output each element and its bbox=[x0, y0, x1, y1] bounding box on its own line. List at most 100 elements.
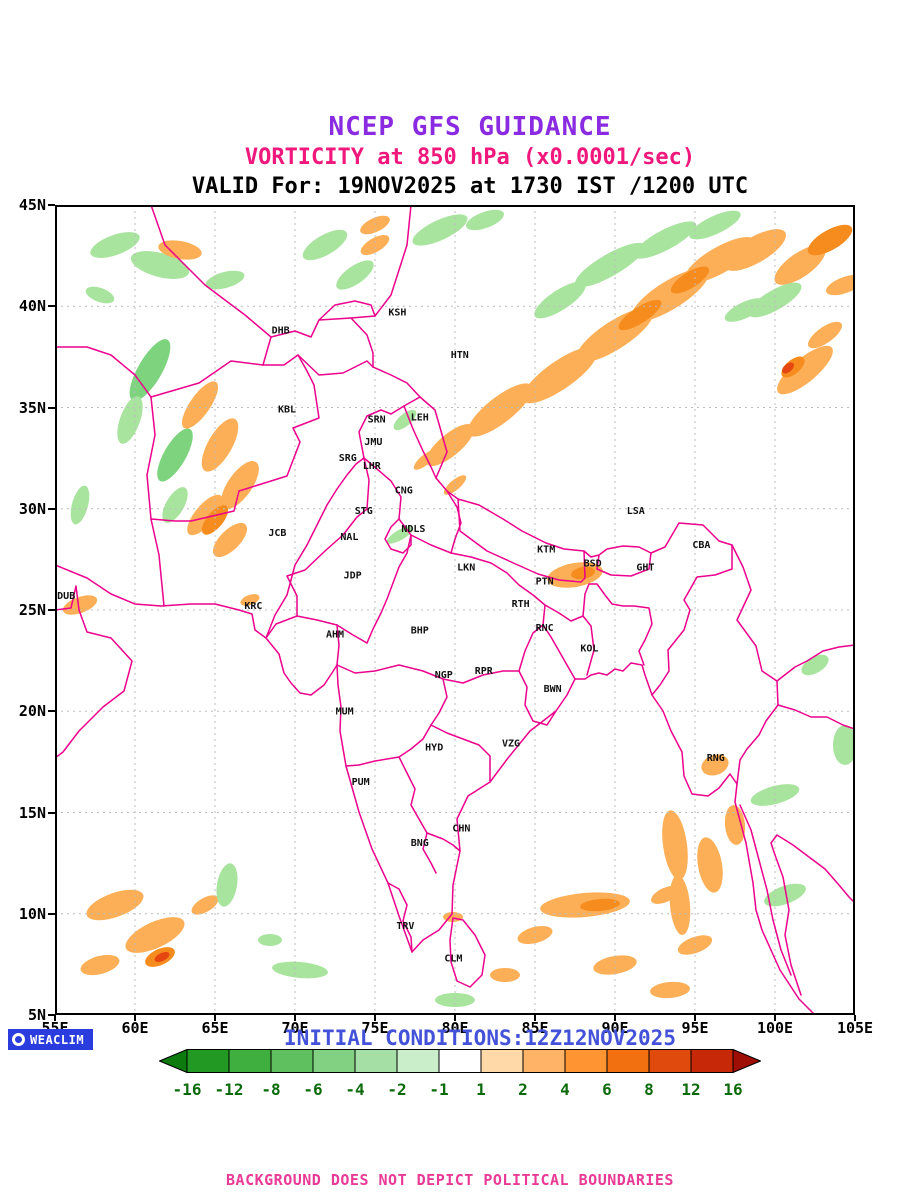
station-label: AHM bbox=[326, 629, 344, 640]
y-tick-label: 25N bbox=[18, 601, 46, 619]
boundary-path bbox=[776, 644, 855, 682]
x-tick-mark bbox=[214, 1015, 216, 1021]
station-label: CHN bbox=[452, 824, 470, 835]
boundary-path bbox=[336, 624, 340, 666]
vorticity-region bbox=[467, 383, 533, 437]
station-label: HTN bbox=[451, 350, 469, 361]
colorbar-segment bbox=[564, 1049, 608, 1073]
vorticity-region bbox=[534, 281, 586, 319]
station-label: PUM bbox=[352, 777, 370, 788]
x-tick-mark bbox=[534, 1015, 536, 1021]
station-label: NAL bbox=[340, 532, 358, 543]
station-label: RNC bbox=[536, 623, 554, 634]
vorticity-region bbox=[272, 961, 328, 979]
station-label: CBA bbox=[692, 540, 710, 551]
y-tick-mark bbox=[48, 710, 55, 713]
vorticity-region bbox=[782, 362, 794, 374]
vorticity-region bbox=[670, 266, 710, 294]
boundary-path bbox=[384, 518, 412, 554]
station-label: LHR bbox=[363, 461, 382, 472]
colorbar-tick-label: -12 bbox=[215, 1080, 244, 1099]
station-label: LEH bbox=[411, 413, 429, 424]
colorbar-segment bbox=[270, 1049, 314, 1073]
vorticity-region bbox=[86, 889, 144, 921]
boundary-path bbox=[403, 405, 437, 479]
colorbar-tick-label: 4 bbox=[560, 1080, 570, 1099]
y-tick-mark bbox=[48, 1014, 55, 1016]
x-tick-mark bbox=[454, 1015, 456, 1021]
station-label: STG bbox=[355, 506, 373, 517]
colorbar-tick-label: 1 bbox=[476, 1080, 486, 1099]
colorbar-segment bbox=[312, 1049, 356, 1073]
boundary-path bbox=[265, 457, 370, 639]
vorticity-region bbox=[801, 654, 829, 676]
y-tick-mark bbox=[48, 204, 55, 206]
colorbar-segment bbox=[648, 1049, 692, 1073]
vorticity-shading-layer bbox=[62, 209, 855, 1007]
x-tick-label: 80E bbox=[441, 1019, 469, 1037]
boundary-path bbox=[387, 882, 413, 953]
page-subtitle: VORTICITY at 850 hPa (x0.0001/sec) bbox=[244, 145, 696, 170]
boundary-path bbox=[446, 490, 462, 554]
y-tick-mark bbox=[48, 507, 55, 510]
station-label: CLM bbox=[444, 953, 462, 964]
vorticity-region bbox=[435, 993, 475, 1007]
y-tick-mark bbox=[48, 406, 55, 409]
station-label: LKN bbox=[457, 562, 475, 573]
colorbar-tick-label: -16 bbox=[173, 1080, 202, 1099]
x-tick-label: 90E bbox=[601, 1019, 629, 1037]
x-tick-label: 75E bbox=[361, 1019, 389, 1037]
vorticity-region bbox=[80, 954, 120, 976]
boundary-path bbox=[55, 346, 374, 398]
boundary-path bbox=[419, 396, 459, 500]
colorbar-tick-label: 8 bbox=[644, 1080, 654, 1099]
station-label: MUM bbox=[336, 706, 354, 717]
station-label: DHB bbox=[272, 326, 290, 337]
boundary-path bbox=[582, 583, 653, 676]
vorticity-region bbox=[157, 428, 193, 482]
station-label: JCB bbox=[268, 528, 286, 539]
station-label: BHP bbox=[411, 625, 429, 636]
y-tick-mark bbox=[48, 811, 55, 814]
vorticity-region bbox=[62, 595, 98, 615]
colorbar-arrow-left bbox=[159, 1049, 188, 1074]
station-label: RTH bbox=[512, 599, 530, 610]
boundary-path bbox=[596, 552, 652, 577]
vorticity-region bbox=[571, 566, 595, 580]
vorticity-region bbox=[216, 863, 238, 907]
colorbar-tick-label: -4 bbox=[345, 1080, 364, 1099]
boundary-path bbox=[55, 585, 133, 759]
boundary-path bbox=[770, 834, 855, 996]
valid-time-line: VALID For: 19NOV2025 at 1730 IST /1200 U… bbox=[191, 174, 749, 199]
plot-border bbox=[55, 205, 855, 1015]
vorticity-region bbox=[724, 805, 746, 845]
boundary-path bbox=[336, 664, 520, 684]
boundary-path bbox=[55, 564, 816, 1015]
x-tick-mark bbox=[694, 1015, 696, 1021]
boundary-path bbox=[430, 724, 491, 783]
x-tick-label: 95E bbox=[681, 1019, 709, 1037]
y-tick-label: 20N bbox=[18, 702, 46, 721]
station-label: LSA bbox=[627, 506, 645, 517]
vorticity-region bbox=[490, 968, 520, 982]
vorticity-region bbox=[336, 260, 374, 290]
boundary-path bbox=[345, 678, 448, 767]
disclaimer-text: BACKGROUND DOES NOT DEPICT POLITICAL BOU… bbox=[226, 1171, 674, 1189]
vorticity-region bbox=[580, 898, 620, 912]
vorticity-region bbox=[593, 955, 637, 975]
y-tick-label: 40N bbox=[18, 297, 46, 316]
vorticity-region bbox=[360, 234, 390, 256]
colorbar-segment bbox=[228, 1049, 272, 1073]
weaclim-label: WEACLIM bbox=[30, 1032, 85, 1047]
vorticity-region bbox=[807, 321, 843, 349]
boundary-path bbox=[739, 804, 792, 976]
station-label: SRG bbox=[339, 453, 357, 464]
station-label: RNG bbox=[707, 753, 725, 764]
colorbar-segment bbox=[690, 1049, 734, 1073]
boundary-path bbox=[518, 670, 557, 726]
vorticity-region bbox=[181, 381, 219, 429]
boundary-path bbox=[449, 917, 486, 988]
colorbar: -16 -12 -8 -6 -4 -2 -1 1 2 4 6 8 12 16 bbox=[159, 1049, 761, 1099]
vorticity-region bbox=[125, 917, 185, 953]
vorticity-region bbox=[517, 925, 553, 945]
